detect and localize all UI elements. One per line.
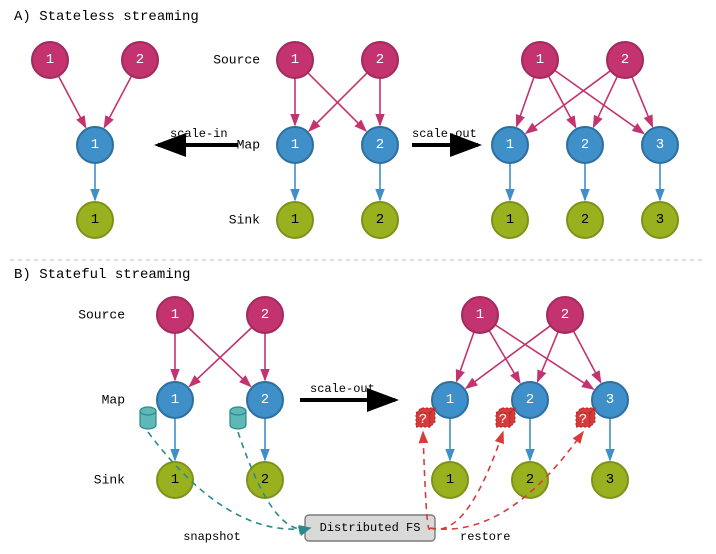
source-node-label-a-right-s0: 1	[536, 52, 544, 68]
sink-node-label-b-right-k0: 1	[446, 472, 454, 488]
map-node-label-a-right-m1: 2	[581, 137, 589, 153]
sink-node-label-b-right-k2: 3	[606, 472, 614, 488]
sink-node-label-a-left-k0: 1	[91, 212, 99, 228]
b-right-edge-src	[457, 332, 474, 381]
label-map-b: Map	[102, 393, 125, 408]
a-left-edge-src	[104, 76, 131, 127]
b-left-edge-src	[190, 327, 252, 386]
label-source-b: Source	[78, 308, 125, 323]
restore-label: restore	[460, 530, 510, 544]
map-node-label-b-left-m0: 1	[171, 392, 179, 408]
label-source-a: Source	[213, 53, 260, 68]
state-cube-1-q: ?	[499, 412, 507, 428]
title-b: B) Stateful streaming	[14, 267, 190, 283]
source-node-label-b-left-s1: 2	[261, 307, 269, 323]
map-node-label-b-right-m2: 3	[606, 392, 614, 408]
sink-node-label-a-mid-k0: 1	[291, 212, 299, 228]
sink-node-label-b-left-k0: 1	[171, 472, 179, 488]
label-map-a: Map	[237, 138, 260, 153]
state-cylinder-1-top	[230, 407, 246, 415]
a-right-edge-src	[594, 76, 618, 127]
map-node-label-a-right-m2: 3	[656, 137, 664, 153]
source-node-label-a-mid-s1: 2	[376, 52, 384, 68]
distributed-fs-label: Distributed FS	[320, 521, 421, 535]
sink-node-label-a-right-k1: 2	[581, 212, 589, 228]
state-cube-0-q: ?	[419, 412, 427, 428]
map-node-label-a-right-m0: 1	[506, 137, 514, 153]
scale-in-arrow-label: scale-in	[170, 127, 228, 141]
map-node-label-b-left-m1: 2	[261, 392, 269, 408]
state-cylinder-0-top	[140, 407, 156, 415]
label-sink-a: Sink	[229, 213, 260, 228]
source-node-label-a-mid-s0: 1	[291, 52, 299, 68]
source-node-label-b-right-s0: 1	[476, 307, 484, 323]
sink-node-label-a-mid-k1: 2	[376, 212, 384, 228]
map-node-label-a-left-m0: 1	[91, 137, 99, 153]
map-node-label-b-right-m0: 1	[446, 392, 454, 408]
map-node-label-a-mid-m1: 2	[376, 137, 384, 153]
sink-node-label-b-right-k1: 2	[526, 472, 534, 488]
b-left-edge-src	[188, 327, 250, 386]
b-right-edge-src	[538, 332, 559, 382]
sink-node-label-b-left-k1: 2	[261, 472, 269, 488]
source-node-label-b-left-s0: 1	[171, 307, 179, 323]
scale-out-arrow-b-label: scale-out	[310, 382, 375, 396]
state-cube-2-q: ?	[579, 412, 587, 428]
b-right-edge-src	[466, 326, 550, 388]
sink-node-label-a-right-k2: 3	[656, 212, 664, 228]
source-node-label-b-right-s1: 2	[561, 307, 569, 323]
a-mid-edge-src	[309, 73, 367, 131]
map-node-label-b-right-m1: 2	[526, 392, 534, 408]
a-right-edge-src	[548, 76, 575, 127]
sink-node-label-a-right-k0: 1	[506, 212, 514, 228]
label-sink-b: Sink	[94, 473, 125, 488]
b-right-edge-src	[495, 325, 593, 389]
source-node-label-a-left-s1: 2	[136, 52, 144, 68]
a-right-edge-src	[517, 77, 534, 126]
source-node-label-a-left-s0: 1	[46, 52, 54, 68]
snapshot-label: snapshot	[183, 530, 241, 544]
a-mid-edge-src	[308, 73, 366, 131]
map-node-label-a-mid-m0: 1	[291, 137, 299, 153]
scale-out-arrow-a-label: scale-out	[412, 127, 477, 141]
source-node-label-a-right-s1: 2	[621, 52, 629, 68]
title-a: A) Stateless streaming	[14, 9, 199, 25]
b-right-edge-src	[573, 331, 600, 382]
a-right-edge-src	[632, 77, 653, 127]
a-left-edge-src	[58, 76, 85, 127]
